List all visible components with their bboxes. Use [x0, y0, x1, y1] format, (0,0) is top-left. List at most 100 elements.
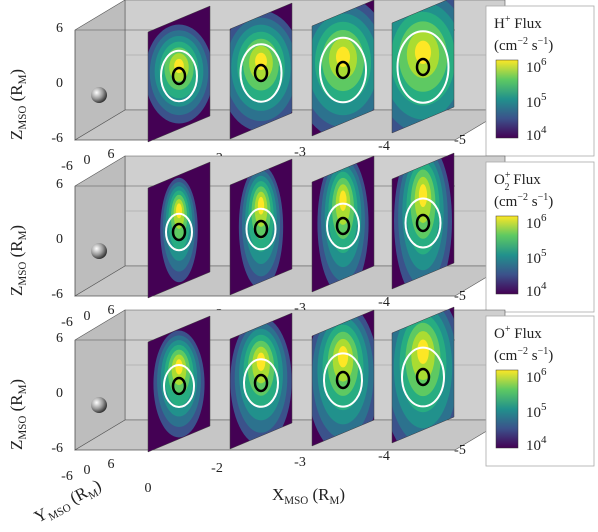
slice-frame [311, 0, 375, 137]
colorbar-tick-label: 105 [526, 401, 547, 421]
x-tick-label: -4 [378, 139, 390, 154]
slice-frame [229, 158, 293, 296]
colorbar-tick-label: 106 [526, 366, 547, 386]
planet-outline [335, 370, 351, 390]
slice-x-3 [229, 312, 293, 450]
magnetopause-ring [243, 358, 279, 408]
magnetopause-ring [245, 207, 277, 251]
y-tick-label: 6 [108, 457, 115, 472]
slice-content [148, 316, 210, 452]
x-tick-label: -5 [454, 289, 466, 304]
magnetopause-ring [239, 43, 283, 103]
slice-x-3 [229, 2, 293, 140]
z-tick-label: 0 [56, 232, 63, 247]
y-tick-label: -6 [61, 159, 73, 174]
x-tick-label: -5 [454, 133, 466, 148]
planet-outline [335, 60, 351, 80]
legend-title: O+ Flux [494, 324, 542, 342]
z-tick-label: -6 [51, 441, 63, 456]
colorbar-tick-label: 104 [526, 124, 547, 144]
x-tick-label: -4 [378, 449, 390, 464]
flux-contour-7 [175, 359, 183, 375]
slice-x-5 [391, 306, 455, 444]
z-tick-label: 6 [56, 177, 63, 192]
colorbar-tick-label: 105 [526, 247, 547, 267]
magnetopause-ring [404, 197, 442, 249]
slice-frame [147, 5, 211, 143]
z-tick-label: 6 [56, 21, 63, 36]
y-tick-label: 6 [108, 147, 115, 162]
slice-frame [229, 312, 293, 450]
y-tick-label: -6 [61, 315, 73, 330]
colorbar-tick-label: 106 [526, 212, 547, 232]
flux-contour-7 [176, 203, 182, 219]
colorbar [495, 369, 519, 449]
slice-x-2 [147, 161, 211, 299]
flux-contour-7 [414, 40, 432, 65]
planet-outline [335, 216, 351, 236]
floor [73, 265, 507, 297]
legend-units: (cm−2 s−1) [494, 36, 553, 54]
flux-contour-7 [256, 352, 266, 371]
planet-outline [253, 219, 269, 239]
flux-contour-7 [417, 339, 429, 364]
legend-title: H+ Flux [494, 14, 542, 32]
z-tick-label: 0 [56, 76, 63, 91]
slice-x-2 [147, 5, 211, 143]
slice-frame [229, 2, 293, 140]
slice-content [230, 313, 292, 449]
z-axis-title: ZMSO (RM) [7, 69, 29, 140]
slice-content [230, 159, 292, 295]
colorbar-tick-label: 104 [526, 434, 547, 454]
slice-content [312, 156, 374, 292]
slice-x-4 [311, 155, 375, 293]
colorbar-tick-label: 106 [526, 56, 547, 76]
y-tick-label: 0 [84, 463, 91, 478]
slice-content [148, 162, 210, 298]
slice-content [148, 6, 210, 142]
slice-content [392, 153, 454, 289]
x-tick-label: 0 [145, 481, 152, 496]
slice-frame [311, 155, 375, 293]
slice-x-2 [147, 315, 211, 453]
slice-content [392, 307, 454, 443]
planet-outline [415, 367, 431, 387]
slice-content [312, 310, 374, 446]
y-tick-label: 0 [84, 153, 91, 168]
legend-units: (cm−2 s−1) [494, 346, 553, 364]
flux-contour-7 [337, 346, 349, 368]
magnetopause-ring [323, 352, 363, 408]
planet-outline [171, 222, 187, 242]
flux-contour-7 [257, 196, 265, 215]
colorbar-tick-label: 105 [526, 91, 547, 111]
legend-title: O+ 2 Flux [494, 170, 541, 193]
colorbar [495, 215, 519, 295]
floor [73, 109, 507, 141]
y-tick-label: 6 [108, 303, 115, 318]
planet-outline [253, 373, 269, 393]
slice-frame [311, 309, 375, 447]
z-tick-label: 0 [56, 386, 63, 401]
magnetopause-ring [163, 364, 195, 408]
z-tick-label: 6 [56, 331, 63, 346]
slice-frame [391, 0, 455, 134]
z-axis-title: ZMSO (RM) [7, 225, 29, 296]
y-tick-label: 0 [84, 309, 91, 324]
slice-content [312, 0, 374, 136]
magnetopause-ring [326, 202, 360, 250]
x-tick-label: -5 [454, 443, 466, 458]
planet-outline [415, 57, 431, 77]
flux-contour-7 [418, 184, 428, 208]
x-tick-label: -3 [294, 455, 306, 470]
colorbar-tick-label: 104 [526, 280, 547, 300]
planet-sphere [91, 397, 107, 413]
slice-content [392, 0, 454, 133]
panel-3: 6 0 -6 -6 0 6 0 -2 -3 -4 -5 O+ Flux (cm−2 s−1) 106 105… [51, 306, 595, 496]
slice-frame [147, 315, 211, 453]
planet-outline [415, 213, 431, 233]
x-axis-title: XMSO (RM) [272, 485, 345, 507]
x-tick-label: -4 [378, 295, 390, 310]
